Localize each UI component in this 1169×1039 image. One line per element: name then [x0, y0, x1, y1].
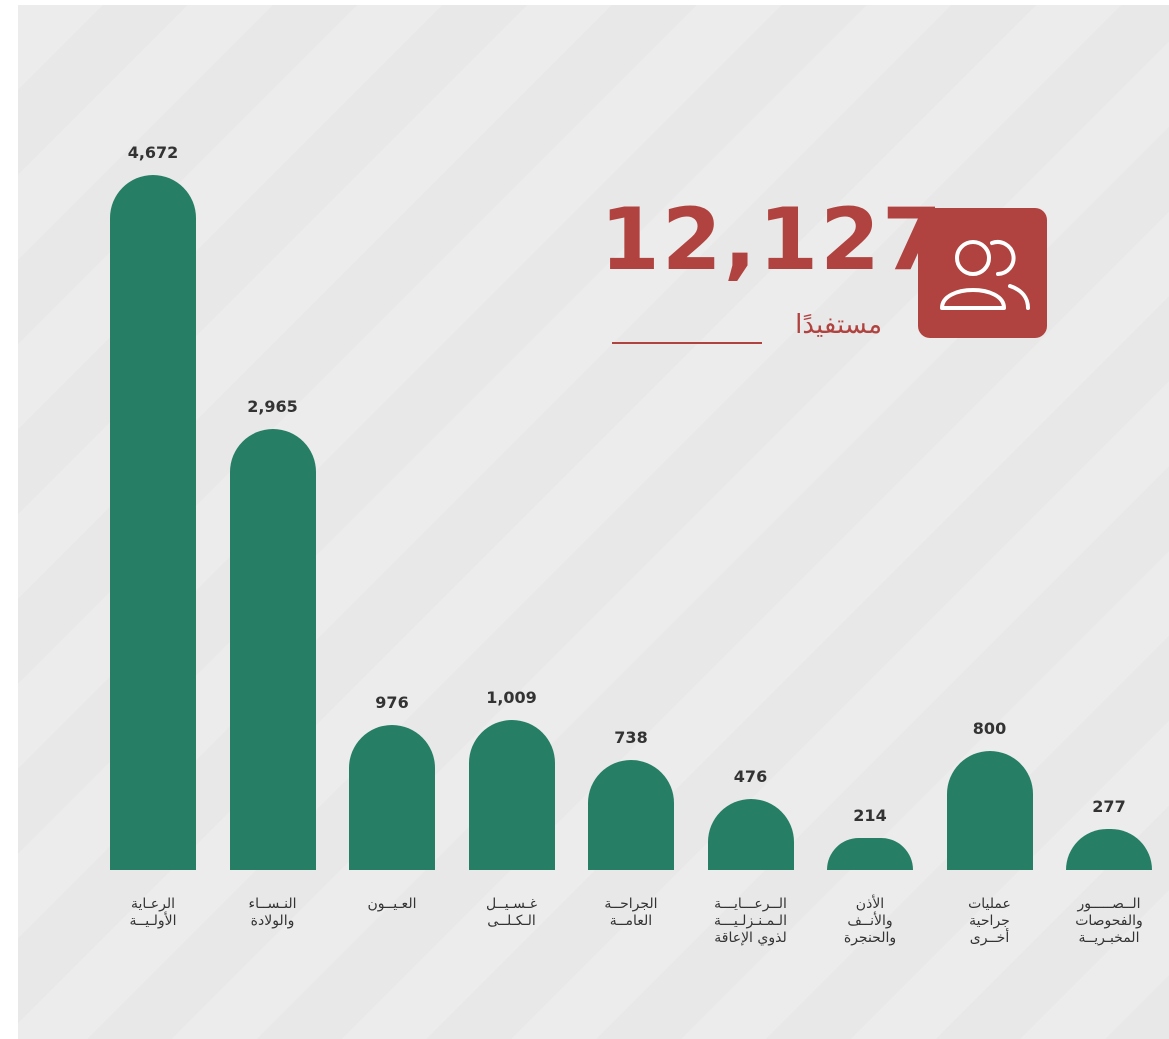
category-label: الــصـــــور والفحوصات المخبـريــة	[1075, 896, 1143, 946]
caption-rule	[612, 342, 762, 344]
bar	[707, 799, 794, 870]
category-label: العـيــون	[367, 896, 417, 912]
category-label: الجراحــة العامــة	[604, 896, 658, 929]
value-label: 277	[1092, 796, 1126, 816]
bar	[588, 760, 674, 870]
category-label: عمليات جراحية أخــرى	[968, 896, 1011, 946]
category-label: غـسـيــل الـكـلــى	[485, 896, 538, 929]
value-label: 976	[375, 692, 409, 712]
total-value: 12,127	[600, 190, 944, 290]
total-caption: مستفيدًا	[795, 310, 882, 340]
value-label: 214	[853, 806, 887, 826]
value-label: 800	[972, 718, 1007, 738]
bar	[349, 724, 435, 870]
bar	[110, 175, 196, 870]
bar	[229, 428, 316, 870]
value-label: 1,009	[486, 687, 537, 707]
category-label: الــرعـــايـــة الـمـنـزلـيـــة لذوي الإ…	[714, 896, 787, 946]
value-label: 4,672	[127, 143, 179, 162]
value-label: 476	[733, 767, 768, 787]
category-label: الرعـاية الأولـيــة	[129, 896, 177, 929]
users-glyph	[940, 240, 1030, 310]
bar	[827, 838, 913, 870]
category-label: الأذن والأنــف والحنجرة	[843, 896, 897, 946]
value-label: 2,965	[247, 396, 298, 416]
value-label: 738	[614, 728, 648, 748]
users-icon	[918, 208, 1047, 338]
category-label: النـســاء والولادة	[248, 896, 297, 929]
bar	[946, 750, 1033, 870]
bar	[468, 719, 555, 870]
